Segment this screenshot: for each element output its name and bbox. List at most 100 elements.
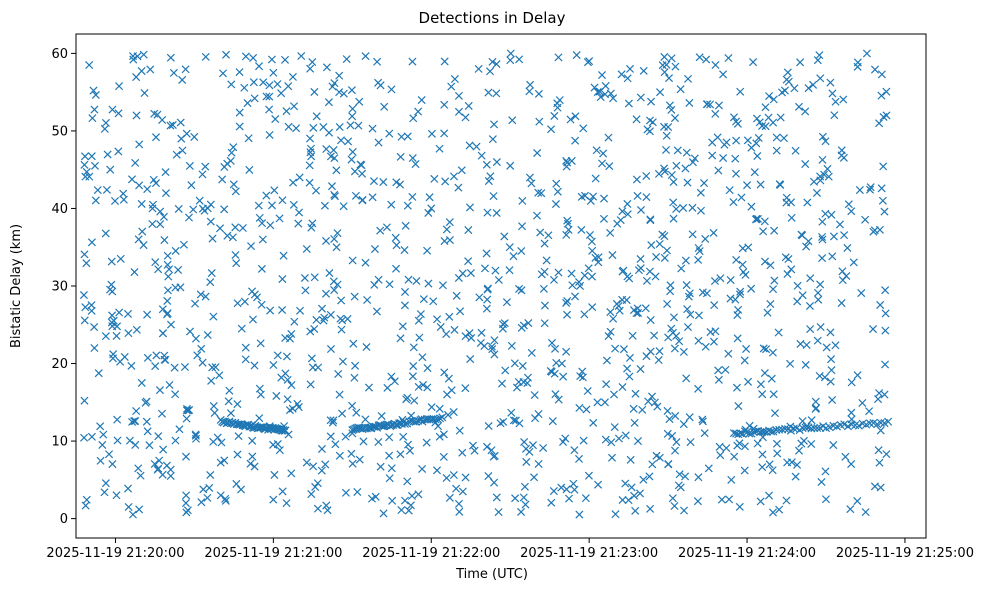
data-point-marker — [335, 390, 344, 399]
data-point-marker — [287, 469, 296, 478]
data-point-marker — [772, 439, 781, 448]
data-point-marker — [203, 330, 212, 340]
data-point-marker — [489, 452, 498, 461]
data-point-marker — [865, 419, 874, 428]
data-point-marker — [515, 419, 524, 428]
data-point-marker — [665, 101, 674, 110]
data-point-marker — [158, 305, 167, 314]
data-point-marker — [818, 132, 827, 141]
data-point-marker — [588, 272, 597, 281]
data-point-marker — [585, 57, 594, 66]
data-point-marker — [527, 179, 536, 188]
data-point-marker — [683, 305, 692, 314]
data-point-marker — [633, 437, 643, 446]
data-point-marker — [350, 373, 359, 382]
data-point-marker — [876, 426, 885, 435]
data-point-marker — [605, 162, 614, 171]
data-point-marker — [506, 49, 515, 58]
data-point-marker — [786, 359, 795, 368]
data-point-marker — [714, 375, 723, 384]
data-point-marker — [283, 375, 292, 384]
data-point-marker — [401, 221, 410, 230]
data-point-marker — [838, 267, 847, 276]
data-point-marker — [392, 178, 401, 187]
data-point-marker — [424, 279, 433, 288]
data-point-marker — [156, 207, 165, 216]
data-point-marker — [228, 233, 237, 242]
data-point-marker — [563, 219, 572, 228]
data-point-marker — [580, 310, 589, 319]
data-point-marker — [783, 458, 792, 467]
data-point-marker — [853, 371, 862, 380]
scatter-marks — [79, 49, 893, 519]
data-point-marker — [773, 449, 782, 458]
data-point-marker — [221, 494, 230, 503]
data-point-marker — [317, 304, 327, 313]
data-point-marker — [642, 171, 651, 180]
data-point-marker — [534, 459, 543, 468]
data-point-marker — [409, 362, 418, 371]
data-point-marker — [677, 264, 686, 273]
data-point-marker — [185, 161, 194, 170]
data-point-marker — [265, 92, 274, 101]
data-point-marker — [822, 343, 831, 352]
data-point-marker — [341, 488, 351, 497]
data-point-marker — [681, 256, 690, 265]
data-point-marker — [853, 58, 862, 67]
data-point-marker — [585, 230, 594, 240]
data-point-marker — [423, 364, 432, 373]
data-point-marker — [250, 361, 259, 370]
data-point-marker — [322, 501, 331, 510]
data-point-marker — [407, 491, 417, 500]
data-point-marker — [326, 310, 335, 319]
data-point-marker — [321, 460, 330, 469]
x-tick-label: 2025-11-19 21:22:00 — [362, 546, 500, 561]
data-point-marker — [391, 233, 400, 242]
data-point-marker — [524, 319, 533, 328]
data-point-marker — [161, 168, 170, 177]
data-point-marker — [180, 362, 189, 372]
data-point-marker — [490, 336, 499, 345]
data-point-marker — [450, 325, 459, 334]
data-point-marker — [484, 472, 493, 481]
data-point-marker — [498, 320, 507, 329]
data-point-marker — [418, 353, 427, 362]
data-point-marker — [767, 374, 776, 383]
data-point-marker — [338, 316, 347, 325]
data-point-marker — [610, 390, 619, 399]
data-point-marker — [112, 491, 121, 500]
data-point-marker — [630, 418, 639, 427]
data-point-marker — [592, 146, 601, 155]
data-point-marker — [685, 413, 694, 422]
data-point-marker — [477, 151, 486, 160]
data-point-marker — [642, 193, 651, 202]
data-point-marker — [289, 178, 298, 187]
data-point-marker — [497, 379, 507, 388]
data-point-marker — [629, 404, 638, 413]
data-point-marker — [577, 225, 586, 234]
data-point-marker — [790, 84, 799, 93]
data-point-marker — [882, 111, 891, 120]
data-point-marker — [136, 471, 145, 480]
data-point-marker — [305, 178, 314, 187]
data-point-marker — [802, 340, 811, 349]
data-point-marker — [130, 417, 139, 426]
data-point-marker — [116, 254, 125, 263]
data-point-marker — [609, 94, 618, 103]
axes: 2025-11-19 21:20:00 2025-11-19 21:21:00 20… — [46, 33, 974, 561]
data-point-marker — [267, 201, 277, 210]
data-point-marker — [408, 154, 417, 163]
data-point-marker — [400, 246, 409, 255]
data-point-marker — [510, 359, 519, 368]
data-point-marker — [660, 167, 669, 176]
data-point-marker — [337, 325, 346, 334]
data-point-marker — [636, 254, 645, 264]
data-point-marker — [791, 472, 800, 481]
data-point-marker — [137, 199, 146, 208]
data-point-marker — [767, 427, 776, 436]
data-point-marker — [646, 504, 655, 513]
data-point-marker — [438, 281, 447, 290]
data-point-marker — [588, 303, 597, 312]
data-point-marker — [526, 80, 535, 89]
data-point-marker — [661, 145, 671, 155]
